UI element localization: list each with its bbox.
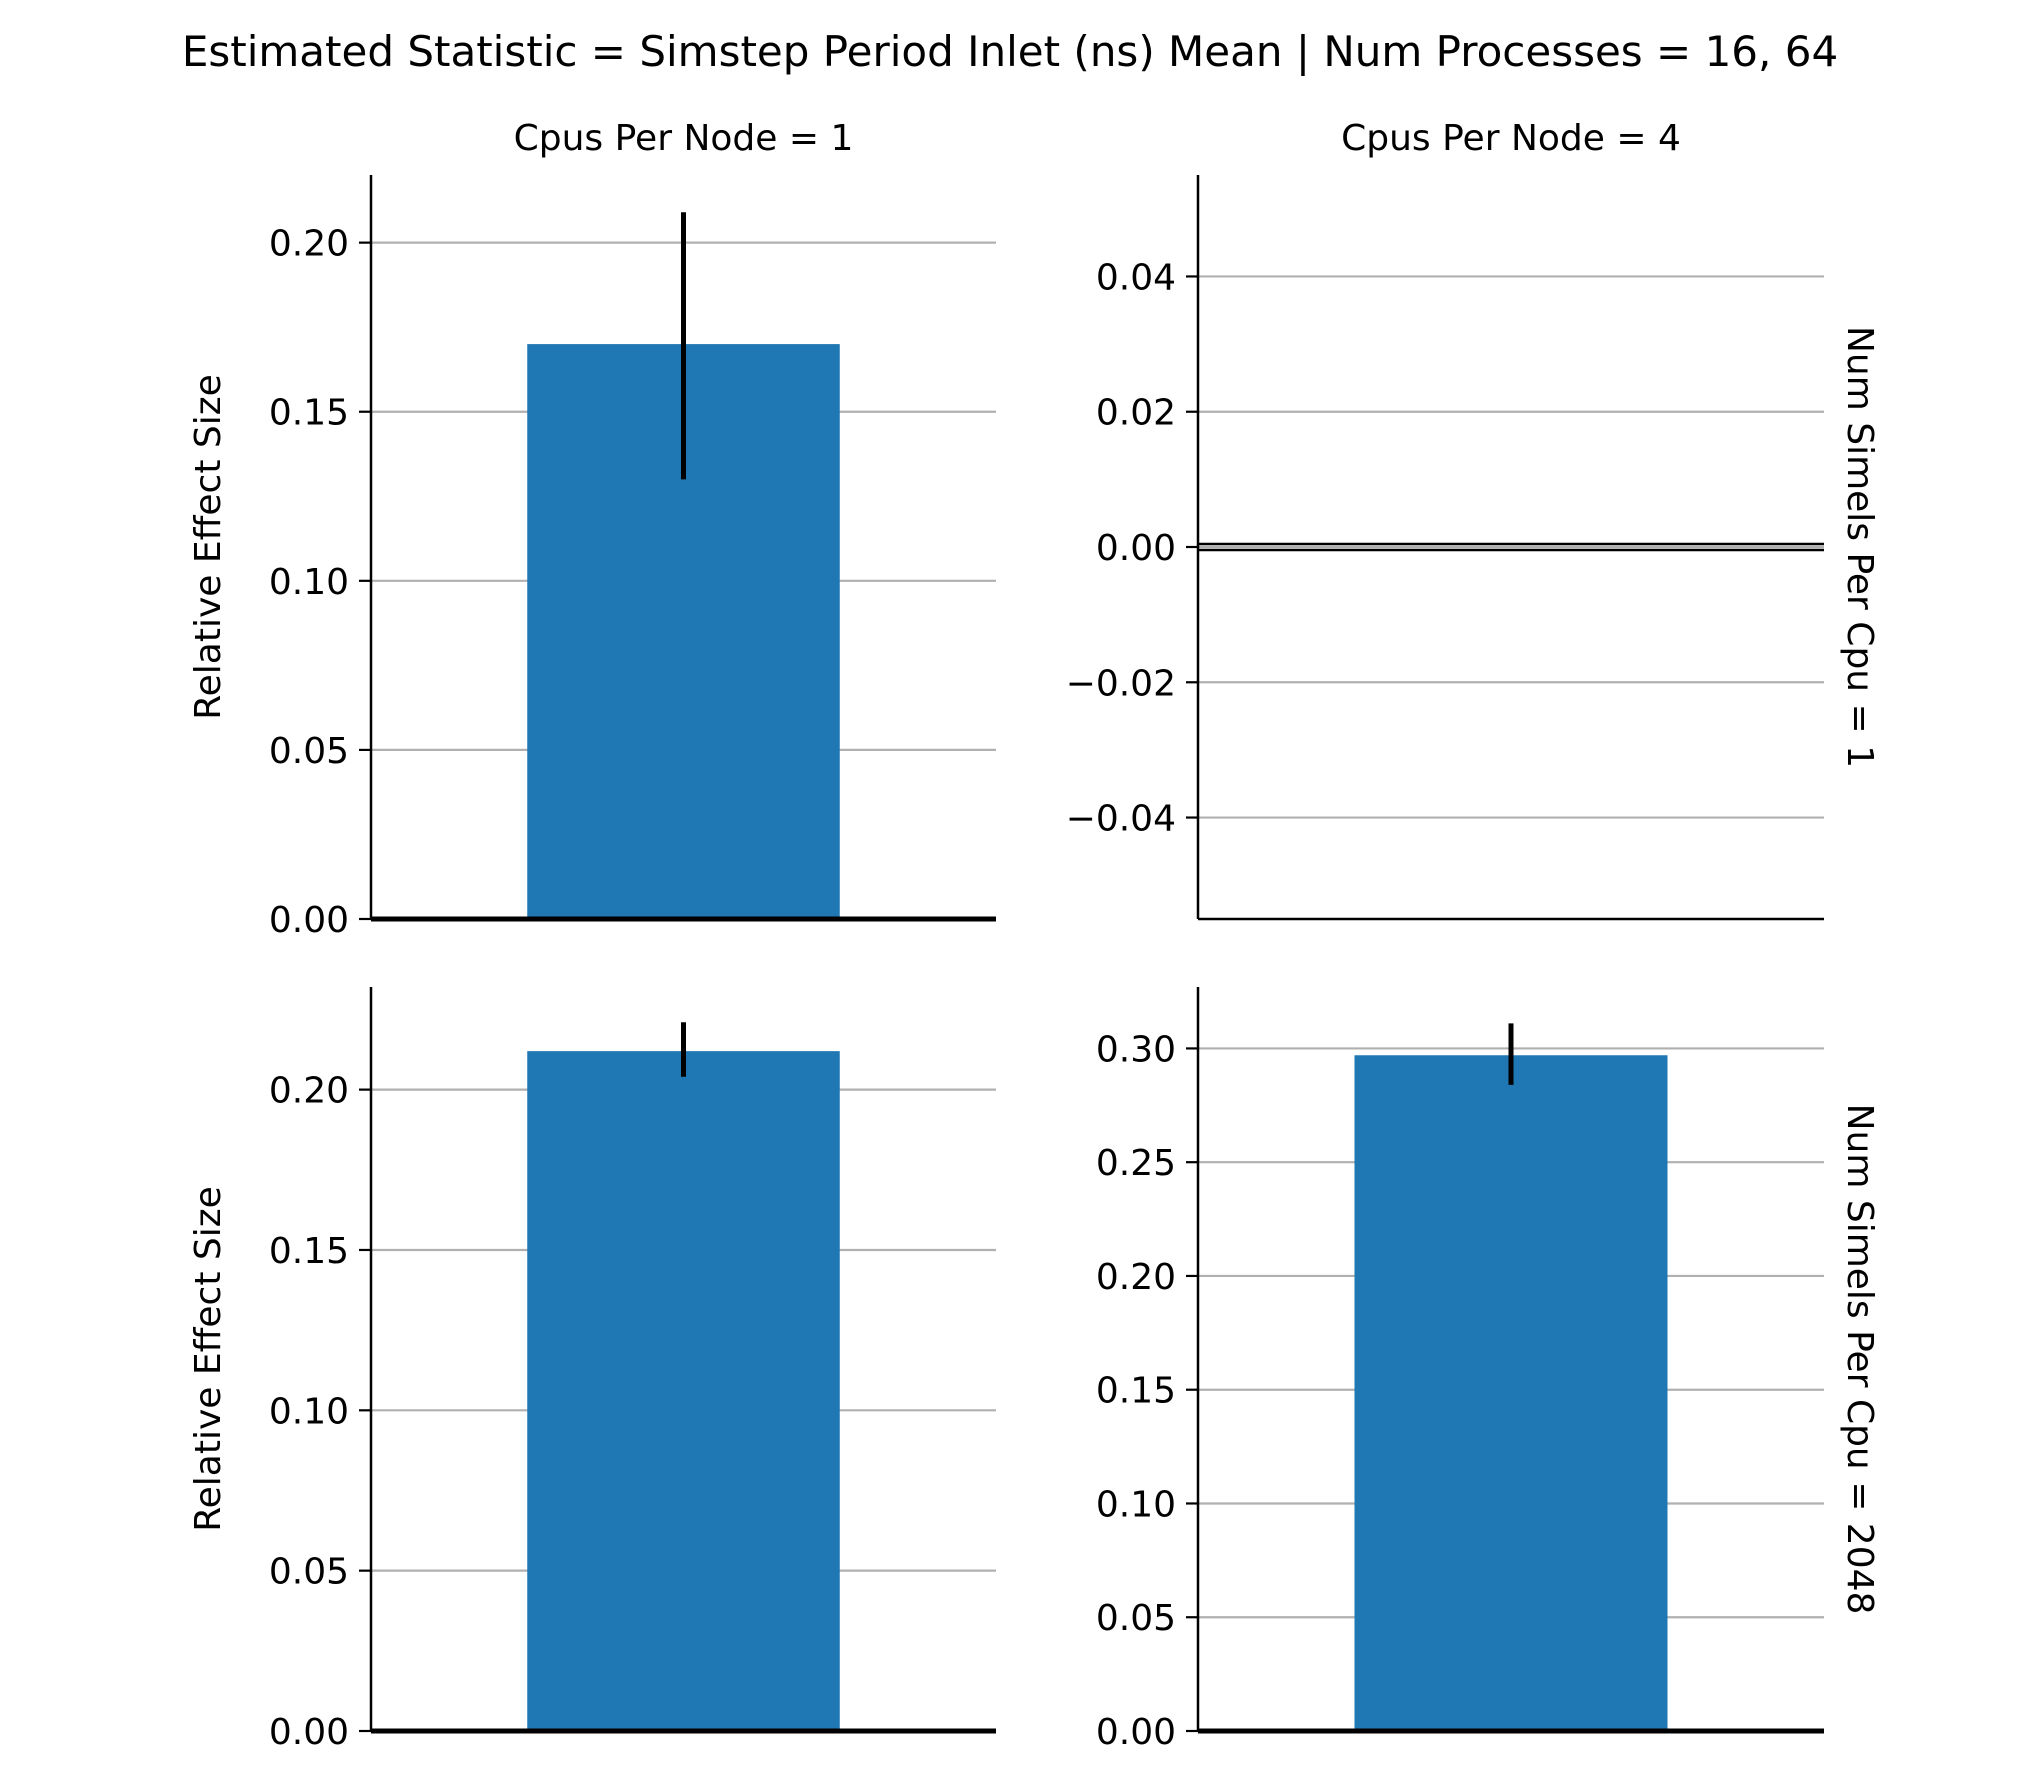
y-tick-label: 0.05 [269, 731, 349, 772]
y-tick-label: 0.00 [1096, 1712, 1176, 1753]
y-tick-label: 0.05 [269, 1552, 349, 1593]
y-tick-label: −0.02 [1066, 663, 1176, 704]
y-tick-label: 0.02 [1096, 393, 1176, 434]
bar [1354, 1055, 1668, 1731]
y-tick-label: 0.25 [1096, 1143, 1176, 1184]
y-tick-label: 0.20 [1096, 1257, 1176, 1298]
y-tick-label: 0.10 [1096, 1484, 1176, 1525]
y-tick-label: 0.00 [269, 1712, 349, 1753]
row-label: Num Simels Per Cpu = 1 [1839, 326, 1880, 768]
panel-4: 0.00 0.05 0.10 0.15 0.20 0.25 0.30 [1096, 987, 1824, 1753]
y-tick-label: 0.05 [1096, 1598, 1176, 1639]
y-tick-label: 0.15 [269, 1231, 349, 1272]
y-tick-label: 0.10 [269, 562, 349, 603]
y-axis-label: Relative Effect Size [188, 1186, 229, 1532]
y-tick-label: 0.30 [1096, 1029, 1176, 1070]
panel-title: Cpus Per Node = 4 [1341, 118, 1681, 159]
row-label: Num Simels Per Cpu = 2048 [1839, 1104, 1880, 1615]
y-tick-label: −0.04 [1066, 799, 1176, 840]
figure-title: Estimated Statistic = Simstep Period Inl… [182, 27, 1838, 76]
panel-1: 0.00 0.05 0.10 0.15 0.20 [269, 175, 996, 941]
y-tick-label: 0.20 [269, 1071, 349, 1112]
y-tick-label: 0.04 [1096, 257, 1176, 298]
panel-title: Cpus Per Node = 1 [514, 118, 854, 159]
y-tick-label: 0.00 [1096, 528, 1176, 569]
y-tick-label: 0.00 [269, 900, 349, 941]
y-axis-label: Relative Effect Size [188, 374, 229, 720]
y-tick-label: 0.20 [269, 224, 349, 265]
y-tick-label: 0.15 [1096, 1371, 1176, 1412]
y-tick-label: 0.10 [269, 1391, 349, 1432]
panel-3: 0.00 0.05 0.10 0.15 0.20 [269, 987, 996, 1753]
bar [527, 1051, 840, 1731]
panel-2: −0.04 −0.02 0.00 0.02 0.04 [1066, 175, 1824, 921]
y-tick-label: 0.15 [269, 393, 349, 434]
